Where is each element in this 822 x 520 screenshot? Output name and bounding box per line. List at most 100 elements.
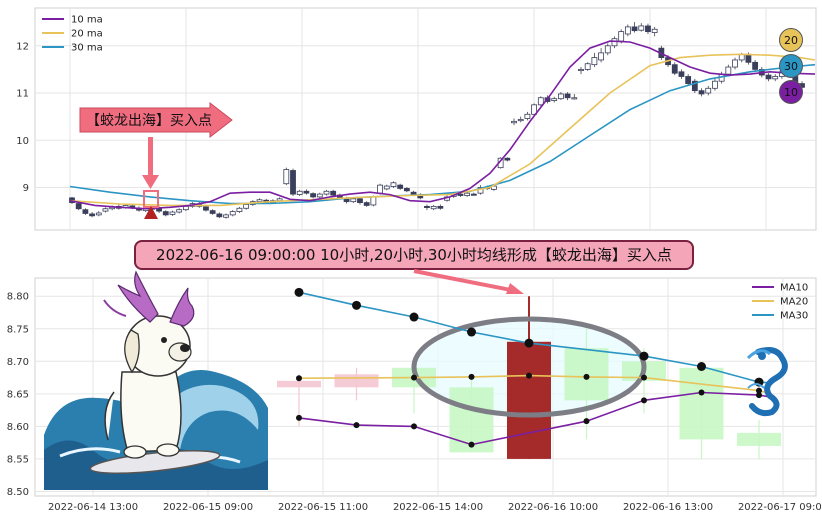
top-y-tick-label: 11 bbox=[16, 89, 29, 100]
top-candle bbox=[370, 196, 377, 206]
top-candle bbox=[223, 214, 229, 218]
top-candle bbox=[290, 170, 296, 195]
top-candle bbox=[410, 191, 417, 195]
bottom-candle bbox=[277, 380, 321, 388]
top-candle bbox=[504, 157, 511, 161]
top-candle bbox=[437, 205, 444, 209]
bottom-ma-dot bbox=[583, 418, 590, 425]
annotation-pointer-stem bbox=[148, 137, 153, 177]
top-candle bbox=[537, 97, 544, 106]
bottom-y-tick-label: 8.60 bbox=[7, 422, 29, 433]
top-ma10-line bbox=[69, 40, 816, 210]
top-ma-badge-label: 20 bbox=[784, 34, 798, 47]
bottom-ma-dot bbox=[641, 397, 647, 404]
bottom-y-tick-label: 8.75 bbox=[7, 324, 29, 335]
top-candle bbox=[316, 193, 323, 198]
top-candle bbox=[678, 71, 685, 77]
bottom-ma-dot bbox=[583, 373, 590, 380]
top-candle bbox=[464, 192, 471, 196]
top-candle bbox=[611, 38, 618, 47]
bottom-candle bbox=[679, 367, 724, 440]
top-candle bbox=[350, 198, 357, 203]
top-candle bbox=[631, 26, 638, 32]
top-candle bbox=[745, 53, 752, 63]
wave-foam-1 bbox=[59, 447, 121, 458]
top-ma-badge bbox=[779, 28, 803, 52]
bottom-legend-label: MA20 bbox=[780, 297, 808, 308]
bottom-legend: MA10 MA20 MA30 bbox=[752, 283, 808, 322]
annotation-pointer-head bbox=[142, 175, 159, 189]
dog-surfer-illustration bbox=[44, 270, 268, 490]
top-candle bbox=[732, 59, 738, 68]
top-legend: 10 ma 20 ma 30 ma bbox=[42, 15, 103, 54]
top-candle bbox=[357, 198, 363, 204]
top-y-tick-label: 10 bbox=[16, 136, 29, 147]
dog-body bbox=[120, 371, 182, 453]
bottom-candle bbox=[507, 341, 551, 459]
top-candle bbox=[531, 104, 538, 115]
top-ma-badge-label: 10 bbox=[784, 86, 798, 99]
top-candle bbox=[296, 190, 303, 195]
top-candle bbox=[243, 204, 250, 209]
top-candle bbox=[598, 52, 604, 61]
top-candle bbox=[363, 202, 370, 206]
bottom-ma20-line bbox=[298, 374, 771, 395]
dragon-crest bbox=[746, 349, 771, 360]
top-candle bbox=[671, 64, 678, 74]
dragon-body bbox=[749, 347, 788, 417]
top-candle bbox=[752, 61, 759, 70]
bottom-ma-dot bbox=[526, 372, 532, 379]
top-candle bbox=[424, 205, 430, 208]
bottom-ma-dot bbox=[409, 312, 419, 322]
top-candle bbox=[578, 69, 584, 72]
top-candle bbox=[102, 208, 109, 212]
top-candle bbox=[82, 209, 89, 214]
top-candle bbox=[698, 90, 705, 95]
bottom-ma-dot bbox=[411, 374, 417, 381]
buy-marker-triangle bbox=[144, 206, 158, 219]
banner-pointer bbox=[413, 269, 517, 293]
top-candle bbox=[397, 184, 404, 189]
top-candle bbox=[470, 193, 477, 196]
bottom-y-tick-label: 8.50 bbox=[7, 487, 29, 498]
bottom-x-tick-label: 2022-06-16 10:00 bbox=[508, 502, 598, 513]
bottom-x-axis: 2022-06-14 13:00 2022-06-15 09:00 2022-06-… bbox=[48, 502, 822, 513]
top-candle bbox=[685, 76, 692, 84]
top-candle bbox=[571, 97, 578, 100]
dog-tail bbox=[104, 391, 115, 441]
top-candle bbox=[283, 169, 290, 185]
top-candle bbox=[229, 211, 236, 216]
top-ma-badges: 20 30 10 bbox=[779, 28, 803, 104]
top-y-axis: 9 10 11 12 bbox=[16, 41, 29, 194]
top-ma20-line bbox=[69, 53, 816, 207]
top-candle bbox=[584, 63, 591, 70]
dog-paw-left bbox=[123, 445, 147, 459]
top-candle bbox=[551, 98, 558, 101]
top-candle bbox=[323, 190, 330, 195]
top-candle bbox=[383, 185, 390, 190]
bottom-ma-dot bbox=[468, 373, 475, 380]
top-candle bbox=[169, 211, 176, 215]
top-candle bbox=[236, 207, 243, 212]
bottom-ma-dot bbox=[756, 392, 762, 399]
top-candle bbox=[162, 211, 169, 216]
dragon-illustration bbox=[746, 347, 788, 417]
annotation-text: 【蛟龙出海】买入点 bbox=[86, 113, 212, 129]
bottom-ma-dot bbox=[294, 287, 304, 297]
bottom-ma-dot bbox=[296, 375, 302, 382]
bottom-y-axis: 8.50 8.55 8.60 8.65 8.70 8.75 8.80 bbox=[7, 292, 29, 498]
top-y-tick-label: 9 bbox=[23, 183, 29, 194]
bottom-ma-dots bbox=[294, 287, 764, 448]
top-ma30-line bbox=[69, 63, 816, 205]
signal-banner bbox=[134, 240, 694, 270]
dog-nose bbox=[180, 344, 190, 352]
top-candle bbox=[256, 199, 263, 203]
top-candle bbox=[604, 45, 611, 54]
bottom-y-tick-label: 8.70 bbox=[7, 357, 29, 368]
top-candle bbox=[457, 193, 464, 196]
dragon-head bbox=[758, 352, 766, 360]
top-y-tick-label: 12 bbox=[16, 41, 29, 52]
top-candle bbox=[772, 76, 779, 80]
dragon-whisker bbox=[103, 299, 127, 317]
